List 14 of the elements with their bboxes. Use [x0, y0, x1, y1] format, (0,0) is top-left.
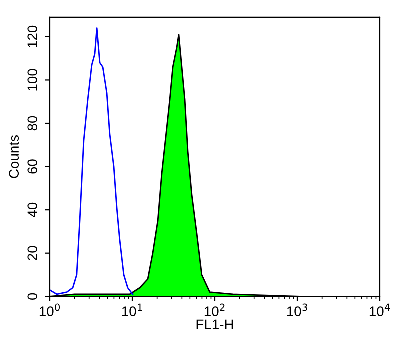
y-tick-label: 20	[28, 246, 38, 260]
x-tick-label: 10$^{1}$	[122, 304, 142, 316]
y-tick-label: 100	[28, 69, 38, 91]
y-tick-label: 0	[28, 293, 38, 300]
x-axis-title: FL1-H	[196, 320, 234, 330]
y-tick-label: 40	[28, 202, 38, 218]
y-tick-label: 80	[28, 116, 38, 131]
y-tick-label: 60	[28, 160, 38, 174]
x-tick-label: 10$^{2}$	[204, 304, 225, 316]
y-axis-title: Counts	[9, 136, 20, 178]
x-tick-label: 10$^{0}$	[40, 304, 60, 316]
x-tick-label: 10$^{4}$	[370, 304, 390, 316]
y-tick-label: 120	[28, 26, 38, 48]
x-tick-label: 10$^{3}$	[287, 304, 308, 316]
